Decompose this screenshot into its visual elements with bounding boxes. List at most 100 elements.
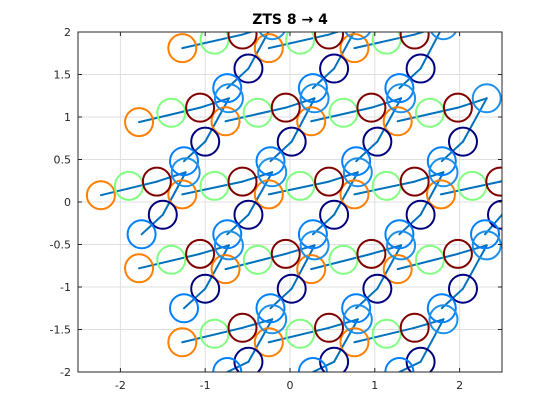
diagonal-link xyxy=(161,171,187,216)
navy-circle xyxy=(362,273,393,304)
bridge-link xyxy=(241,171,274,183)
navy-circle xyxy=(276,273,307,304)
horizontal-link xyxy=(224,106,287,123)
blue-circle xyxy=(384,357,415,372)
green-circle xyxy=(414,244,445,275)
y-tick-label: -1 xyxy=(60,281,71,294)
mediumblue-circle xyxy=(299,230,330,261)
blue-circle xyxy=(255,146,286,177)
diagonal-link xyxy=(247,318,274,363)
orange-circle xyxy=(296,106,327,137)
orange-circle xyxy=(210,106,241,137)
bridge-link xyxy=(284,97,316,109)
darkred-circle xyxy=(399,32,430,50)
chart-title: ZTS 8 → 4 xyxy=(252,12,328,28)
mediumblue-circle xyxy=(257,157,288,188)
series-5 xyxy=(170,32,502,335)
blue-circle xyxy=(212,357,243,372)
navy-circle xyxy=(319,346,350,372)
horizontal-link xyxy=(224,252,287,271)
navy-circle xyxy=(233,53,264,84)
diagonal-link xyxy=(226,360,250,372)
mediumblue-circle xyxy=(258,32,286,41)
blue-circle xyxy=(426,146,457,177)
orange-circle xyxy=(167,33,198,64)
blue-circle xyxy=(426,293,457,324)
mediumblue-circle xyxy=(342,304,373,335)
navy-circle xyxy=(447,273,478,304)
horizontal-link xyxy=(396,252,459,271)
green-circle xyxy=(285,318,316,349)
orange-circle xyxy=(382,106,413,137)
diagonal-link xyxy=(376,244,403,290)
y-tick-label: 1 xyxy=(64,111,71,124)
mediumblue-circle xyxy=(344,32,372,41)
navy-circle xyxy=(447,126,478,157)
diagonal-link xyxy=(419,171,445,216)
diagonal-link xyxy=(333,318,359,363)
orange-circle xyxy=(210,254,241,285)
mediumblue-circle xyxy=(471,230,502,261)
horizontal-link xyxy=(353,33,416,50)
horizontal-link xyxy=(138,252,202,270)
navy-circle xyxy=(362,126,393,157)
green-circle xyxy=(328,244,359,275)
bridge-link xyxy=(328,171,359,183)
blue-circle xyxy=(297,73,328,104)
mediumblue-circle xyxy=(428,304,459,335)
mediumblue-circle xyxy=(386,83,417,114)
diagonal-link xyxy=(419,318,445,363)
x-tick-label: -1 xyxy=(200,379,211,392)
horizontal-link xyxy=(396,106,459,123)
bridge-link xyxy=(370,97,403,109)
bridge-link xyxy=(241,32,254,36)
navy-circle xyxy=(319,53,350,84)
series-3 xyxy=(147,53,502,372)
blue-circle xyxy=(126,219,157,250)
navy-circle xyxy=(233,346,264,372)
green-circle xyxy=(156,244,187,275)
darkred-circle xyxy=(314,312,345,343)
darkred-circle xyxy=(141,166,172,197)
darkred-circle xyxy=(442,238,473,269)
horizontal-link xyxy=(439,180,502,196)
ticks: -2 -1 0 1 2 -2 -1.5 -1 -0.5 0 0.5 1 1.5 2 xyxy=(50,26,502,392)
darkred-circle xyxy=(356,238,387,269)
darkred-circle xyxy=(227,166,258,197)
darkred-circle xyxy=(314,32,345,50)
series-4 xyxy=(126,73,501,372)
diagonal-link xyxy=(376,97,403,143)
bridge-link xyxy=(328,32,341,36)
series-0 xyxy=(85,33,456,358)
bridge-link xyxy=(155,171,187,183)
horizontal-link xyxy=(353,326,416,344)
y-tick-label: 0.5 xyxy=(54,154,72,167)
orange-circle xyxy=(339,327,370,358)
orange-circle xyxy=(167,327,198,358)
blue-circle xyxy=(341,146,372,177)
horizontal-link xyxy=(181,326,244,344)
navy-circle xyxy=(405,53,436,84)
blue-circle xyxy=(297,219,328,250)
horizontal-link xyxy=(267,326,331,344)
y-tick-label: -1.5 xyxy=(50,324,71,337)
diagonal-link xyxy=(247,171,274,216)
y-tick-label: 1.5 xyxy=(54,69,72,82)
horizontal-link xyxy=(353,180,416,196)
blue-circle xyxy=(384,219,415,250)
horizontal-link xyxy=(181,180,244,196)
mediumblue-circle xyxy=(213,83,244,114)
orange-circle xyxy=(382,254,413,285)
diagonal-link xyxy=(311,360,336,372)
navy-circle xyxy=(190,126,221,157)
bridge-link xyxy=(413,318,445,329)
orange-circle xyxy=(296,254,327,285)
diagonal-link xyxy=(204,97,230,143)
orange-circle xyxy=(253,179,284,210)
darkred-circle xyxy=(399,166,430,197)
bridge-link xyxy=(370,244,403,255)
x-tick-label: 2 xyxy=(456,379,463,392)
y-tick-label: 0 xyxy=(64,196,71,209)
horizontal-link xyxy=(267,180,331,196)
